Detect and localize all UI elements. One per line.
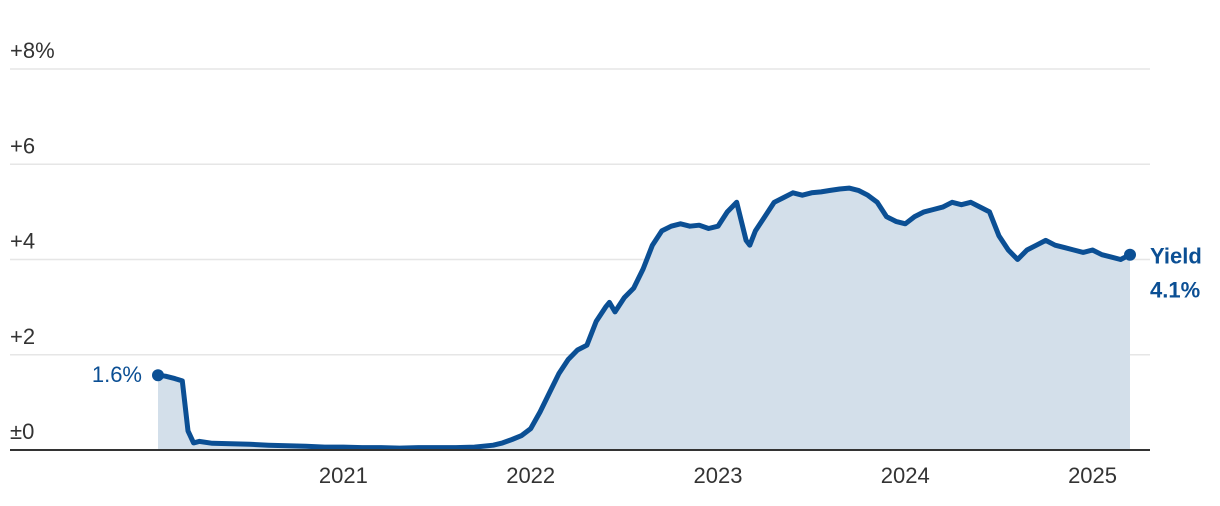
start-value-label: 1.6% [92, 362, 142, 387]
y-tick-label: +6 [10, 133, 35, 158]
y-tick-label: +4 [10, 229, 35, 254]
y-tick-label: ±0 [10, 419, 34, 444]
y-axis-ticks: ±0 +2 +4 +6 +8% [10, 38, 55, 444]
end-value-label: 4.1% [1150, 278, 1200, 303]
x-tick-label: 2025 [1068, 463, 1117, 488]
y-tick-label: +2 [10, 324, 35, 349]
end-point-marker [1124, 248, 1136, 261]
start-point-marker [152, 369, 164, 382]
yield-area-fill [158, 188, 1130, 450]
x-tick-label: 2024 [881, 463, 930, 488]
y-tick-label: +8% [10, 38, 55, 63]
series-name-label: Yield [1150, 244, 1202, 269]
x-axis-ticks: 2021 2022 2023 2024 2025 [319, 463, 1117, 488]
yield-series-line [155, 185, 1133, 451]
x-tick-label: 2022 [506, 463, 555, 488]
x-tick-label: 2021 [319, 463, 368, 488]
x-tick-label: 2023 [694, 463, 743, 488]
